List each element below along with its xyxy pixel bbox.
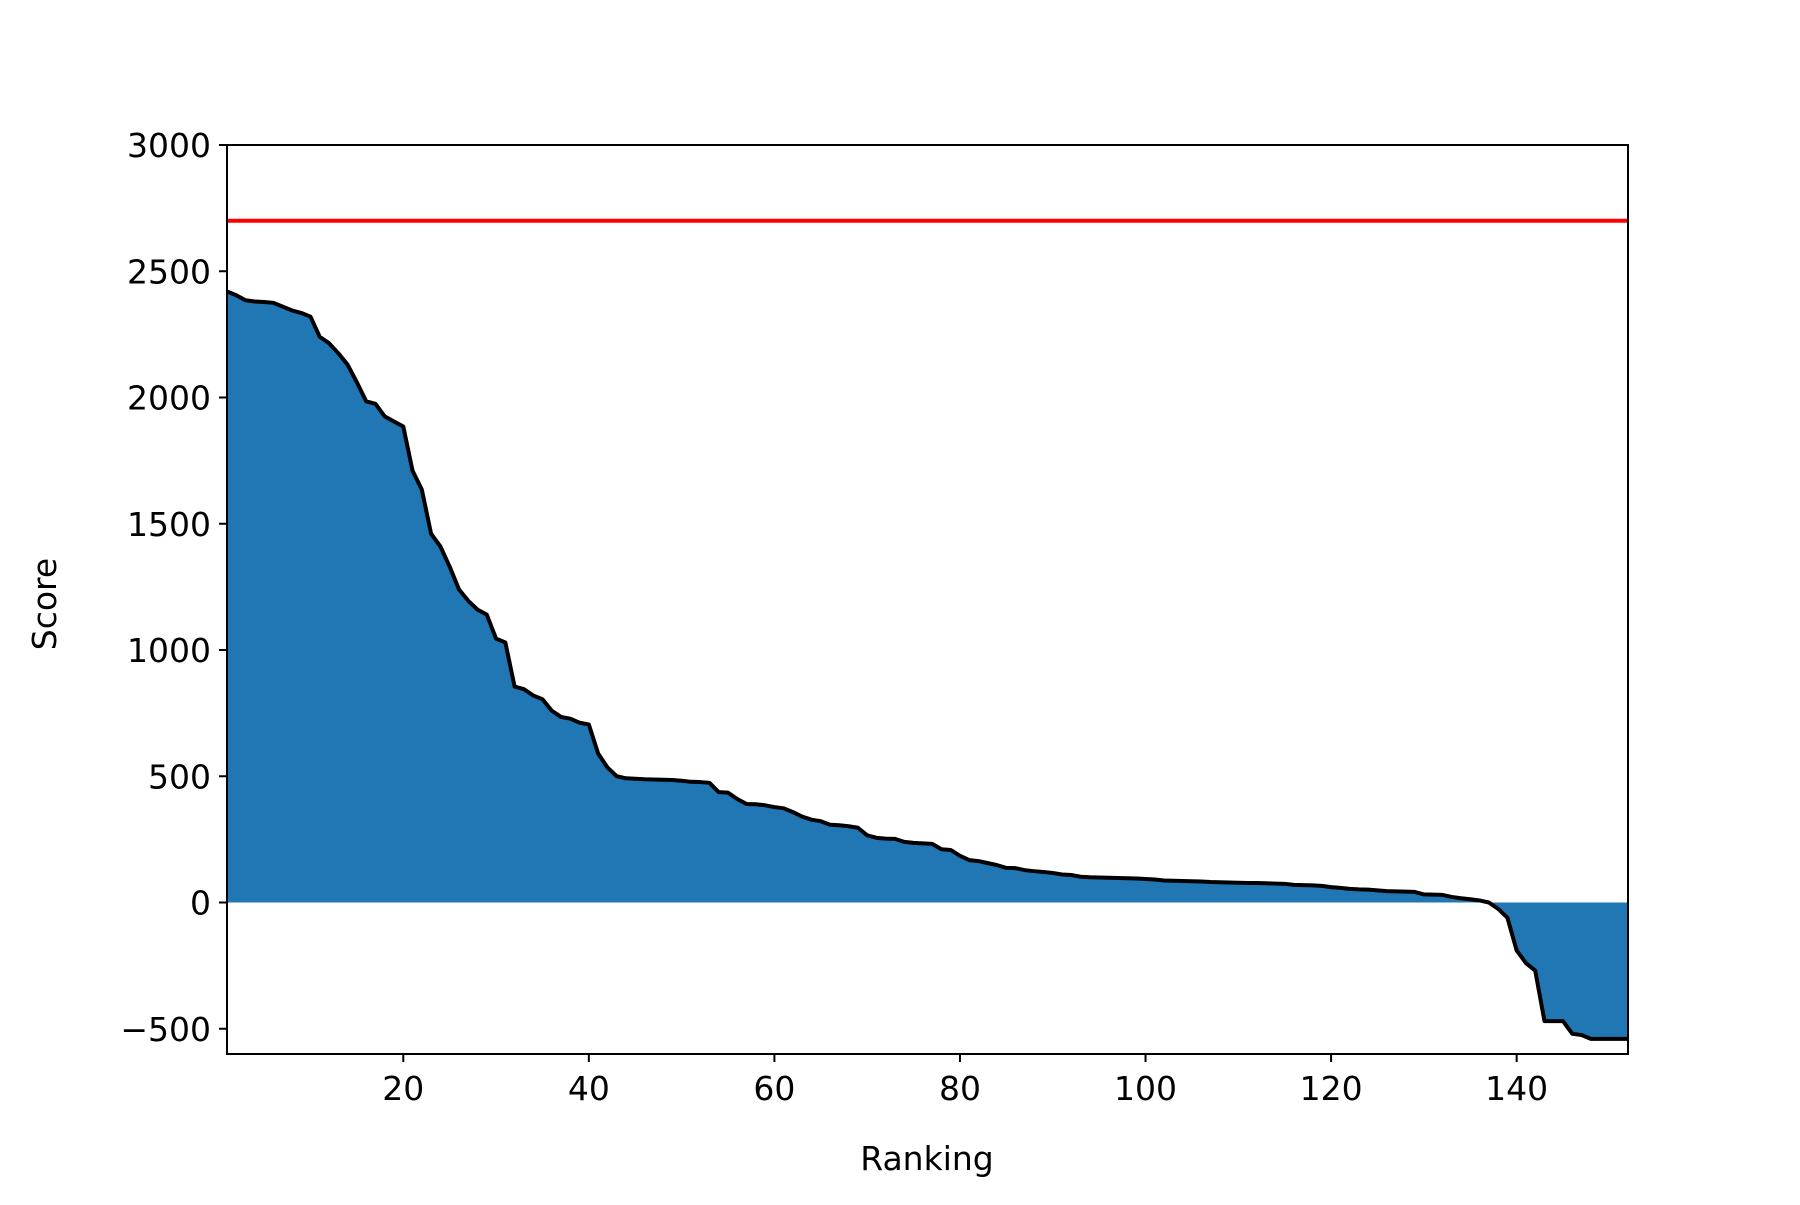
y-axis-title: Score <box>25 558 64 650</box>
x-tick-label: 20 <box>382 1069 424 1108</box>
y-tick-label: 0 <box>190 884 211 923</box>
y-tick-label: 1000 <box>127 631 211 670</box>
y-tick-label: −500 <box>120 1010 211 1049</box>
x-axis-title: Ranking <box>860 1139 993 1178</box>
y-tick-label: 2500 <box>127 252 211 291</box>
x-tick-label: 120 <box>1300 1069 1363 1108</box>
x-tick-label: 40 <box>568 1069 610 1108</box>
y-tick-label: 500 <box>148 757 211 796</box>
plot-area <box>227 221 1628 1039</box>
x-tick-label: 60 <box>753 1069 795 1108</box>
y-tick-label: 2000 <box>127 379 211 418</box>
x-tick-label: 100 <box>1114 1069 1177 1108</box>
y-tick-label: 1500 <box>127 505 211 544</box>
x-tick-label: 140 <box>1485 1069 1548 1108</box>
y-tick-label: 3000 <box>127 126 211 165</box>
x-tick-label: 80 <box>939 1069 981 1108</box>
score-area-fill <box>227 291 1628 1038</box>
